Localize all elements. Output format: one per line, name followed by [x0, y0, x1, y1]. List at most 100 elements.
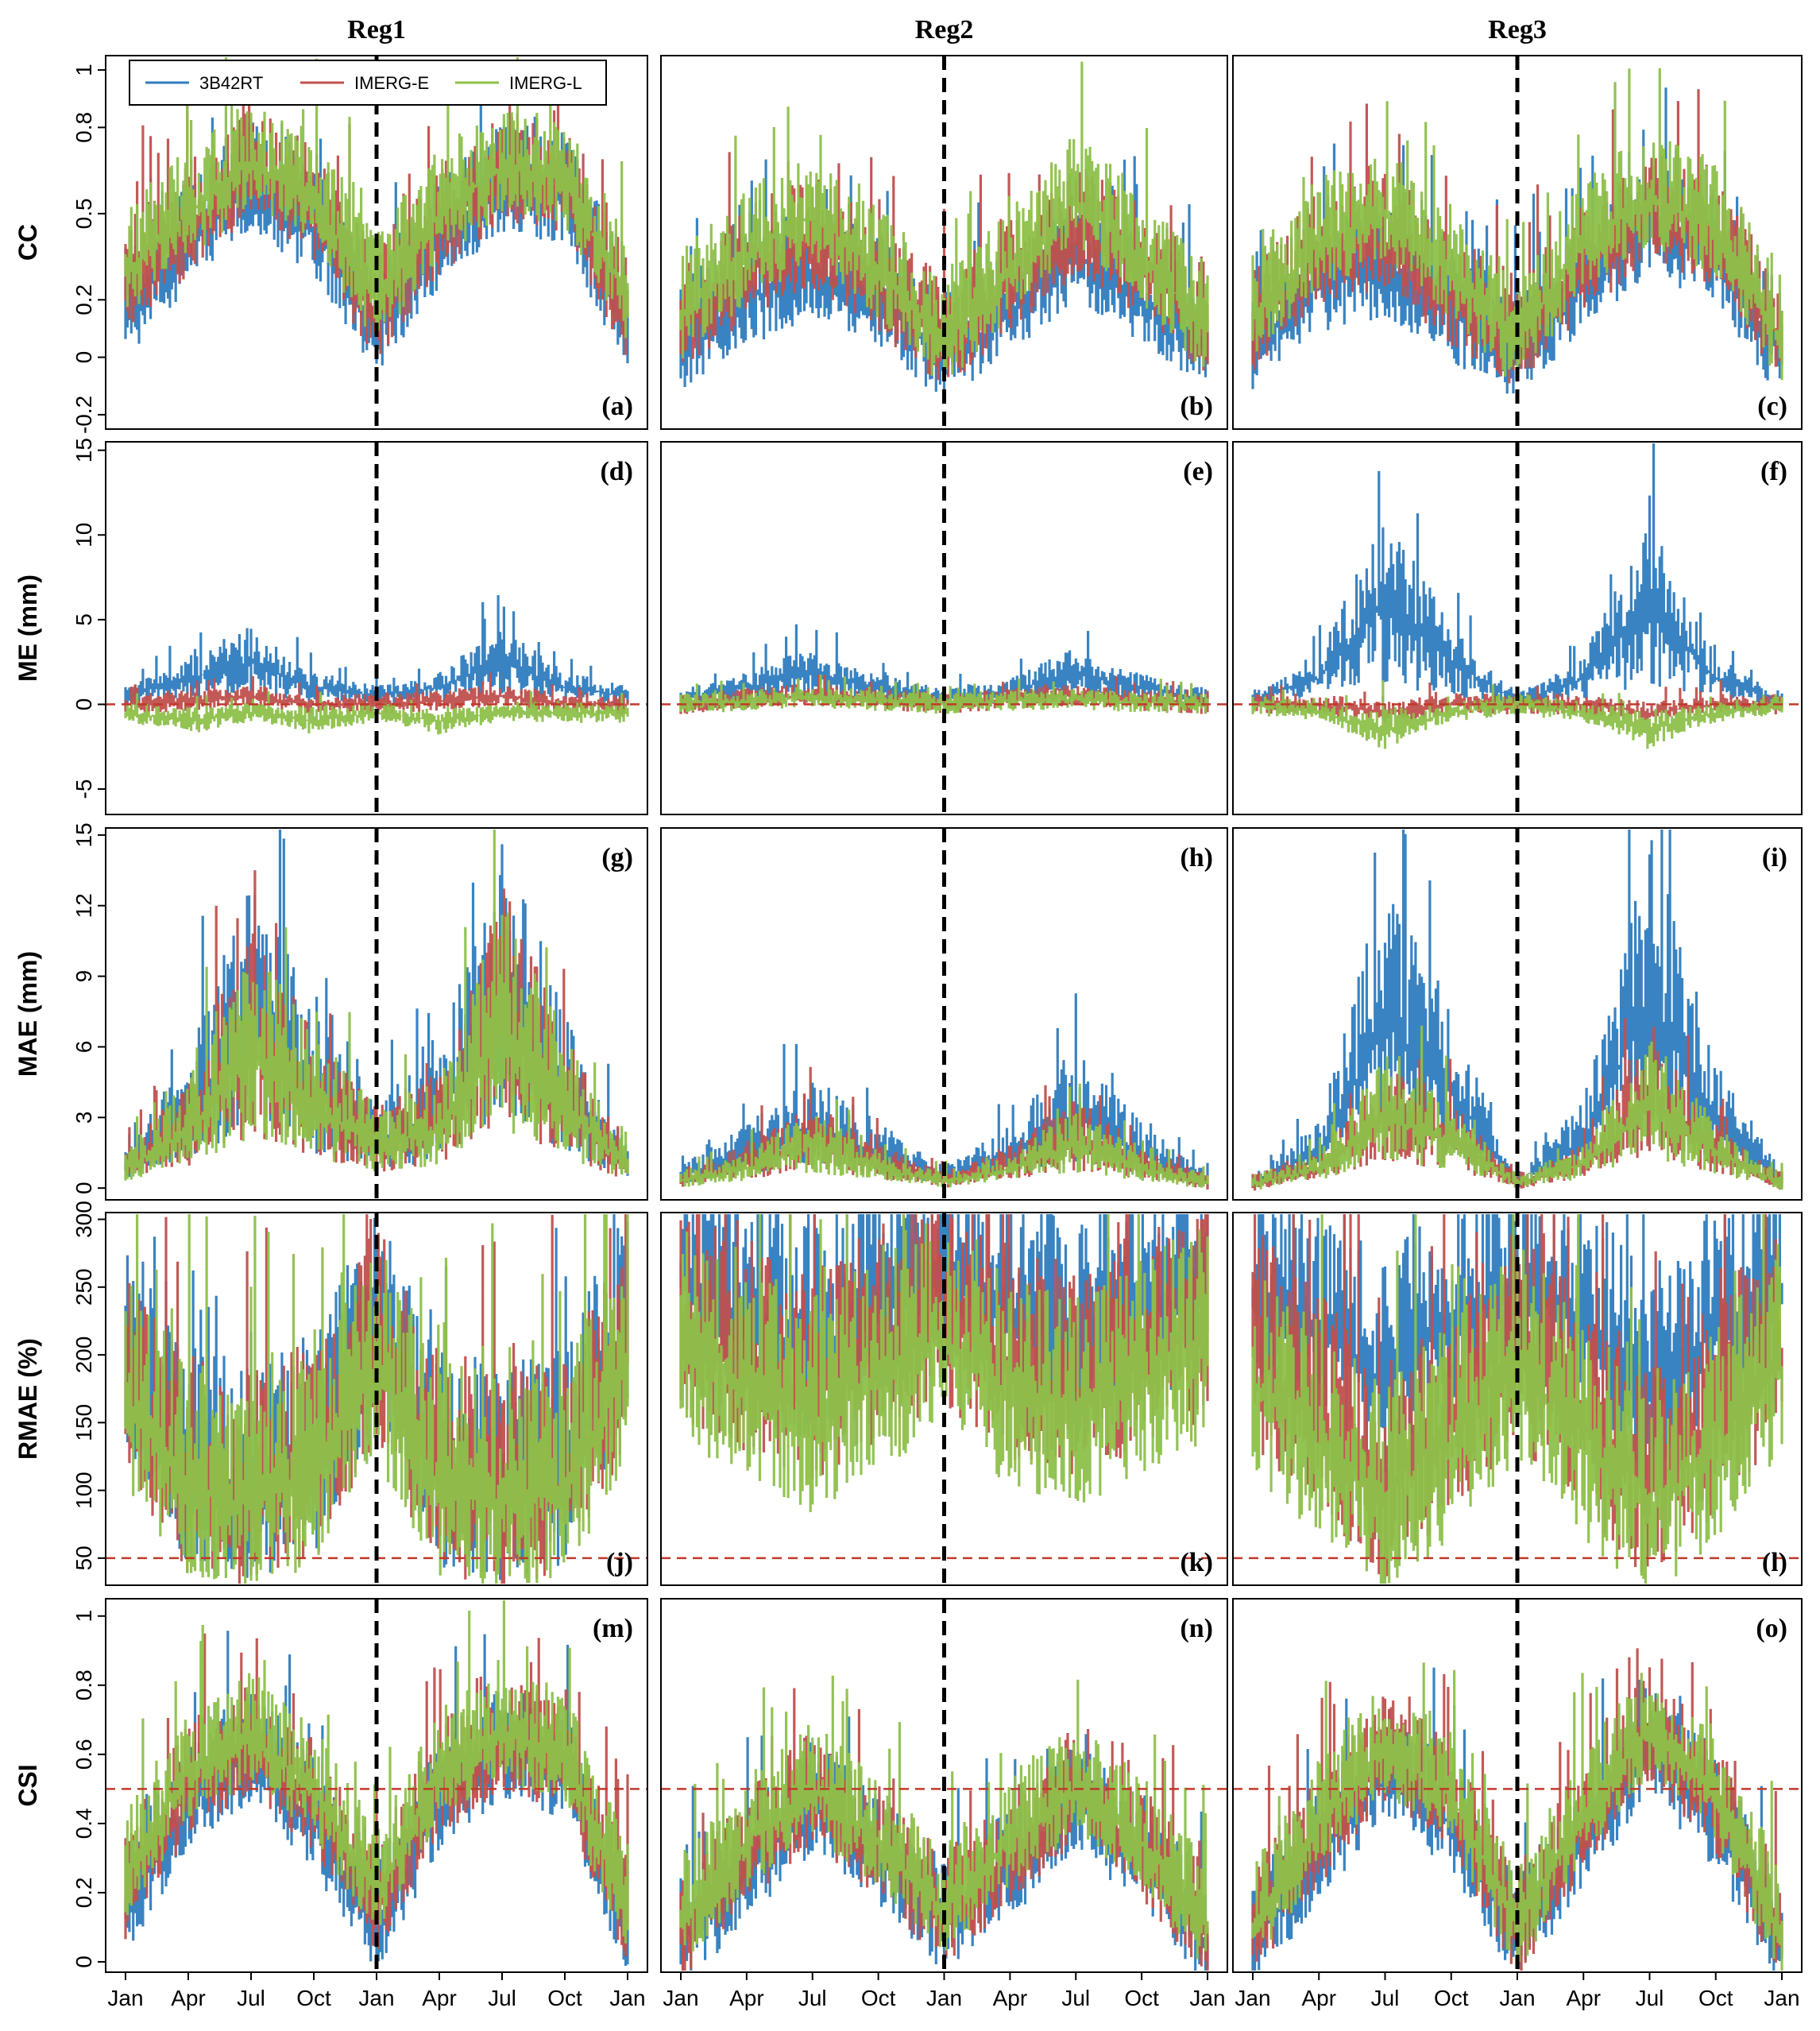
series-imerg-l: [124, 691, 629, 735]
panel-tag: (n): [1180, 1614, 1213, 1643]
panel-frame: [1232, 1212, 1803, 1586]
series-imerg-l: [124, 830, 629, 1181]
ytick-label: 150: [71, 1404, 96, 1441]
xtick-label: Apr: [1301, 1986, 1336, 2010]
xtick-label: Jan: [1235, 1986, 1270, 2010]
series-group: [124, 830, 629, 1181]
panel-mae-reg2: (h): [660, 827, 1228, 1201]
ytick-label: 0.8: [71, 1669, 96, 1700]
panel-rmae-reg1: (j): [105, 1212, 648, 1586]
xtick-label: Oct: [547, 1986, 582, 2010]
panel-frame: [660, 1212, 1228, 1586]
xtick-label: Oct: [1698, 1986, 1733, 2010]
series-imerg-l: [124, 57, 629, 338]
panel-rmae-reg3: (l): [1232, 1212, 1803, 1586]
ytick-label: 0.2: [71, 1877, 96, 1908]
legend-box: [129, 60, 607, 106]
xtick-label: Jan: [1189, 1986, 1225, 2010]
series-imerg-l: [124, 1600, 629, 1944]
series-imerg-l: [679, 1083, 1209, 1188]
ytick-label: 0.4: [71, 1808, 96, 1839]
ytick-label: 6: [71, 1041, 96, 1054]
panel-cc-reg1: (a): [105, 55, 648, 430]
legend-label: 3B42RT: [199, 73, 263, 93]
panel-mae-reg1: (g): [105, 827, 648, 1201]
panel-csi-reg2: (n): [660, 1598, 1228, 1973]
ytick-label: 0: [71, 351, 96, 364]
series-group: [124, 57, 629, 366]
column-title-reg1: Reg1: [347, 15, 406, 44]
series-imerg-l: [679, 1214, 1209, 1512]
xtick-label: Jul: [1636, 1986, 1664, 2010]
panel-tag: (j): [606, 1548, 633, 1577]
series-imerg-l: [679, 1675, 1209, 1959]
ytick-label: 250: [71, 1268, 96, 1306]
panel-tag: (d): [600, 457, 633, 486]
ylabel-mae: MAE (mm): [14, 951, 42, 1077]
column-title-reg2: Reg2: [915, 15, 974, 44]
column-titles: Reg1 Reg2 Reg3: [347, 15, 1547, 44]
series-group: [679, 993, 1209, 1190]
panel-cc-reg3: (c): [1232, 55, 1803, 430]
panel-mae-reg3: (i): [1232, 827, 1803, 1201]
panel-tag: (e): [1183, 457, 1213, 486]
panel-rmae-reg2: (k): [660, 1212, 1228, 1586]
panel-tag: (b): [1180, 392, 1213, 421]
series-imerg-l: [1251, 1214, 1783, 1584]
ytick-label: -5: [71, 780, 96, 799]
xtick-label: Oct: [1434, 1986, 1469, 2010]
ytick-label: 200: [71, 1337, 96, 1374]
ytick-label: 3: [71, 1112, 96, 1124]
ytick-label: 0: [71, 1182, 96, 1194]
xtick-label: Apr: [993, 1986, 1028, 2010]
panel-frame: [660, 827, 1228, 1201]
series-imerg-l: [1251, 1662, 1783, 1971]
ytick-label: 50: [71, 1545, 96, 1570]
panel-csi-reg3: (o): [1232, 1598, 1803, 1973]
column-title-reg3: Reg3: [1488, 15, 1547, 44]
ytick-label: 12: [71, 893, 96, 918]
ytick-label: 0: [71, 698, 96, 711]
series-3b42rt: [124, 595, 629, 706]
series-group: [679, 61, 1209, 400]
xtick-label: Oct: [861, 1986, 896, 2010]
ytick-label: 1: [71, 64, 96, 76]
xtick-label: Jul: [488, 1986, 516, 2010]
panel-tag: (o): [1756, 1614, 1787, 1643]
ytick-label: 0.2: [71, 284, 96, 315]
series-group: [124, 595, 629, 735]
panel-me-reg2: (e): [660, 441, 1228, 815]
xtick-label: Jul: [1061, 1986, 1090, 2010]
series-imerg-l: [1251, 680, 1783, 749]
ylabel-csi: CSI: [14, 1764, 42, 1806]
ytick-label: -0.2: [71, 396, 96, 434]
ytick-label: 15: [71, 438, 96, 462]
panel-tag: (h): [1180, 843, 1213, 872]
panel-csi-reg1: (m): [105, 1598, 648, 1973]
xtick-label: Jul: [798, 1986, 827, 2010]
panel-frame: [660, 55, 1228, 430]
panels: (a) (b) (c) (d) (e) (f) (g) (h) (i) (j) (k) (l) (m) (…: [105, 55, 1803, 1973]
panel-me-reg1: (d): [105, 441, 648, 815]
xtick-label: Oct: [1124, 1986, 1159, 2010]
xtick-label: Jul: [237, 1986, 265, 2010]
series-imerg-l: [679, 675, 1209, 714]
panel-me-reg3: (f): [1232, 441, 1803, 815]
panel-frame: [1232, 827, 1803, 1201]
xtick-label: Jan: [663, 1986, 698, 2010]
ytick-label: 300: [71, 1201, 96, 1238]
xtick-label: Jan: [358, 1986, 394, 2010]
series-group: [1251, 830, 1783, 1191]
panel-tag: (c): [1757, 392, 1787, 421]
ytick-label: 15: [71, 822, 96, 847]
series-group: [679, 624, 1209, 714]
legend: 3B42RT IMERG-E IMERG-L: [129, 60, 607, 106]
ytick-label: 0.6: [71, 1739, 96, 1770]
ytick-label: 9: [71, 970, 96, 983]
xtick-label: Apr: [729, 1986, 764, 2010]
panel-tag: (k): [1180, 1548, 1213, 1577]
series-group: [124, 1214, 629, 1584]
ytick-label: 0: [71, 1956, 96, 1968]
xtick-label: Jan: [926, 1986, 962, 2010]
